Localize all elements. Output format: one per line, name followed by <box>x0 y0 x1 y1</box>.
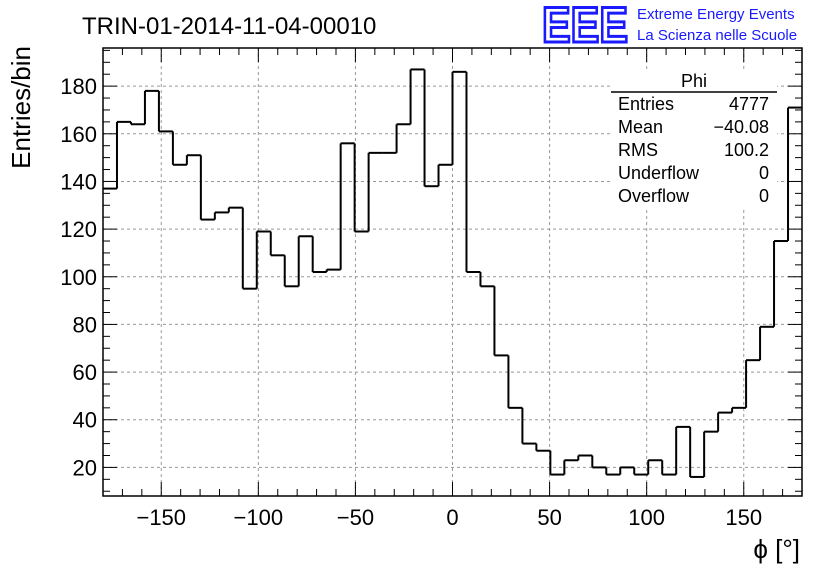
y-tick-label: 120 <box>60 217 97 242</box>
histogram-bins <box>103 68 802 478</box>
axis-ticks <box>102 48 803 496</box>
y-tick-label: 80 <box>73 312 97 337</box>
stats-value: 0 <box>759 186 769 206</box>
x-tick-label: −50 <box>337 505 374 530</box>
stats-label: Entries <box>618 94 674 114</box>
x-tick-label: 150 <box>725 505 762 530</box>
y-tick-labels: 20 40 60 80 100 120 140 160 180 <box>60 74 97 480</box>
y-tick-label: 140 <box>60 169 97 194</box>
logo-line-1: Extreme Energy Events <box>637 6 795 23</box>
x-tick-label: 0 <box>446 505 458 530</box>
y-tick-label: 160 <box>60 122 97 147</box>
plot-frame <box>102 47 803 497</box>
stats-label: Overflow <box>618 186 690 206</box>
y-tick-label: 180 <box>60 74 97 99</box>
stats-label: RMS <box>618 140 658 160</box>
stats-value: 100.2 <box>724 140 769 160</box>
stats-label: Mean <box>618 117 663 137</box>
chart-title: TRIN-01-2014-11-04-00010 <box>82 13 376 40</box>
x-axis-title: ϕ [°] <box>753 534 800 564</box>
y-tick-label: 20 <box>73 455 97 480</box>
stats-value: 0 <box>759 163 769 183</box>
x-tick-label: −150 <box>136 505 186 530</box>
stats-label: Underflow <box>618 163 700 183</box>
y-tick-label: 60 <box>73 360 97 385</box>
stats-value: −40.08 <box>713 117 769 137</box>
x-tick-labels: −150 −100 −50 0 50 100 150 <box>136 505 762 530</box>
stats-value: 4777 <box>729 94 769 114</box>
y-tick-label: 100 <box>60 265 97 290</box>
stats-box: Phi Entries 4777 Mean −40.08 RMS 100.2 Underfl… <box>611 70 777 210</box>
x-tick-label: −100 <box>234 505 284 530</box>
x-tick-label: 100 <box>628 505 665 530</box>
logo-line-2: La Scienza nelle Scuole <box>637 27 797 44</box>
eee-logo-mark: EEE <box>542 0 628 53</box>
y-tick-label: 40 <box>73 408 97 433</box>
eee-logo: EEE Extreme Energy Events La Scienza nel… <box>541 0 798 55</box>
stats-title: Phi <box>681 71 707 91</box>
x-tick-label: 50 <box>537 505 561 530</box>
y-axis-title: Entries/bin <box>6 46 36 169</box>
